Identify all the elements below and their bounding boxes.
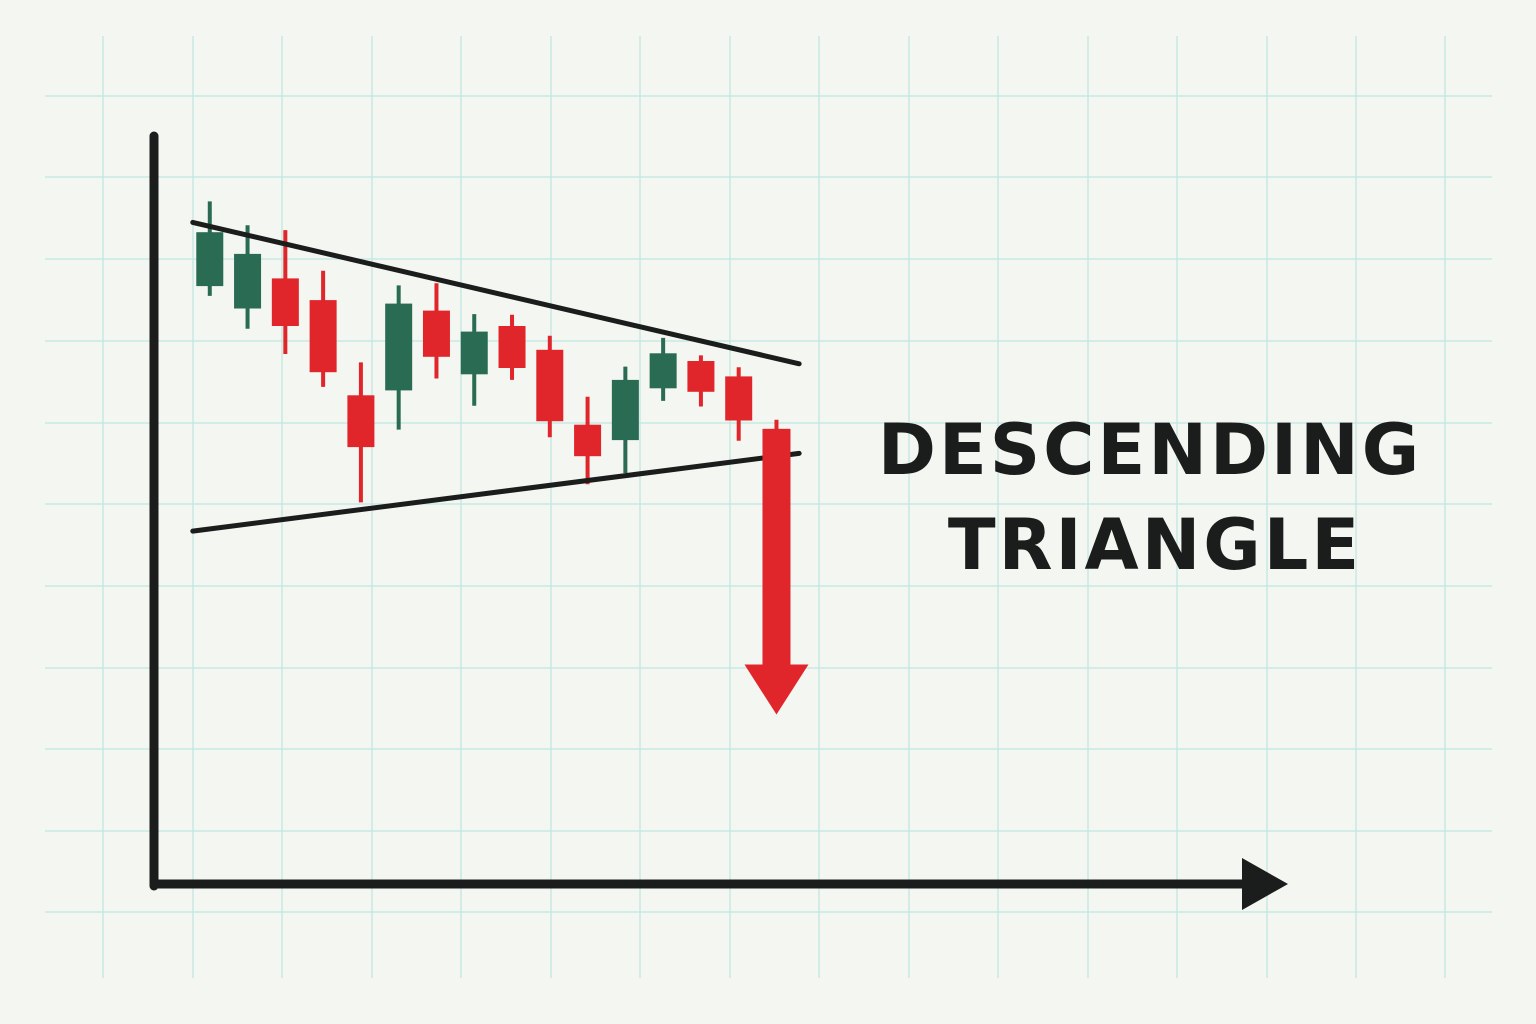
- candle-13: [649, 337, 677, 401]
- x-axis-arrowhead-icon: [1242, 858, 1288, 910]
- candle-body: [271, 278, 299, 326]
- candle-body: [687, 361, 715, 392]
- breakout-arrow: [744, 428, 809, 715]
- candle-body: [385, 303, 413, 391]
- candle-body: [234, 253, 262, 309]
- candle-4: [309, 270, 337, 387]
- title-line-2: TRIANGLE: [948, 504, 1362, 586]
- candle-12: [611, 366, 639, 473]
- candle-11: [574, 396, 602, 485]
- axes: [149, 131, 1288, 910]
- trendlines: [190, 219, 802, 534]
- candle-15: [725, 367, 753, 441]
- candle-1: [196, 201, 224, 296]
- down-arrow-icon: [744, 664, 809, 715]
- candle-6: [385, 285, 413, 430]
- pattern-title: DESCENDING TRIANGLE: [878, 409, 1422, 586]
- support-trendline: [190, 450, 802, 534]
- candle-body: [725, 376, 753, 421]
- candle-2: [234, 225, 262, 329]
- candle-3: [271, 230, 299, 354]
- candle-body: [309, 300, 337, 373]
- candle-body: [347, 395, 375, 448]
- candle-8: [460, 314, 488, 406]
- candle-body: [196, 232, 224, 287]
- candle-10: [536, 335, 564, 438]
- candle-5: [347, 362, 375, 503]
- candle-9: [498, 314, 526, 380]
- arrow-shaft: [762, 428, 791, 666]
- candle-7: [422, 283, 450, 379]
- resistance-trendline: [190, 219, 802, 367]
- candle-body: [611, 379, 639, 441]
- candle-body: [460, 331, 488, 375]
- candle-14: [687, 355, 715, 407]
- candle-body: [422, 310, 450, 357]
- title-line-1: DESCENDING: [878, 409, 1422, 491]
- candle-body: [536, 349, 564, 422]
- candle-body: [649, 353, 677, 389]
- candle-body: [574, 424, 602, 457]
- candle-body: [498, 326, 526, 368]
